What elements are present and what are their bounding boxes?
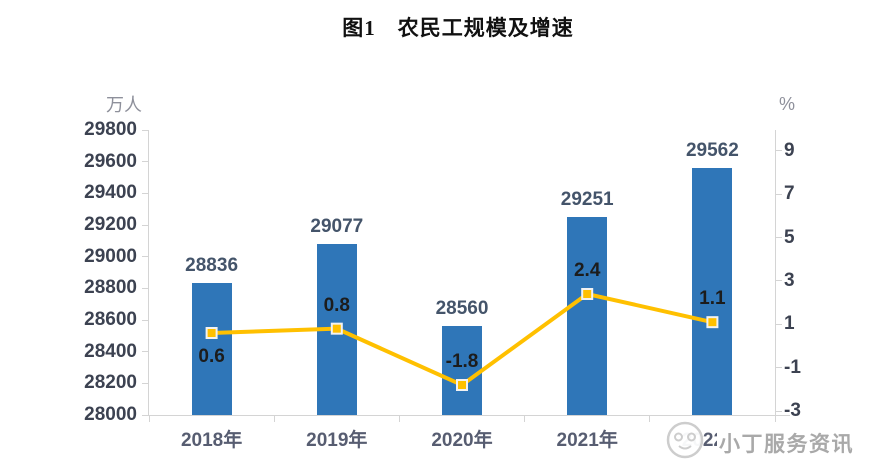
line-value-label: 2.4 — [573, 259, 601, 281]
right-axis-line — [775, 130, 776, 416]
bar-value-label: 28836 — [185, 254, 239, 276]
left-axis-tick-label: 28000 — [84, 404, 137, 425]
right-axis-tick-label: -1 — [784, 356, 801, 378]
left-axis-tick — [142, 224, 149, 226]
right-axis-tick-label: 3 — [784, 269, 795, 291]
x-axis-line — [142, 415, 790, 416]
right-axis-tick — [775, 367, 782, 369]
left-axis-tick-label: 28400 — [84, 340, 137, 362]
x-axis-tick — [774, 415, 776, 422]
right-axis-tick-label: 7 — [784, 183, 795, 205]
right-axis-tick-label: 1 — [784, 313, 795, 335]
right-axis-tick — [775, 280, 782, 282]
x-axis-label: 2018年 — [180, 430, 243, 451]
left-axis-tick — [142, 319, 149, 321]
line-value-label: 1.1 — [699, 288, 726, 310]
bar-value-label: 28560 — [435, 298, 489, 320]
left-axis-tick-label: 28200 — [84, 372, 137, 394]
left-axis-unit-label: 万人 — [106, 95, 142, 115]
x-axis-tick — [649, 415, 651, 422]
bar-2019年 — [316, 244, 357, 415]
watermark-logo-icon — [666, 421, 704, 459]
x-axis-tick — [148, 415, 150, 422]
left-axis-tick-label: 29200 — [84, 214, 137, 235]
chart-title: 图1 农民工规模及增速 — [342, 16, 574, 40]
right-axis-tick — [775, 323, 782, 325]
bar-value-label: 29077 — [310, 216, 364, 238]
left-axis-tick — [142, 414, 149, 416]
right-axis-tick — [775, 193, 782, 195]
watermark-text: 小丁服务资讯 — [717, 426, 856, 462]
left-axis-tick-label: 29000 — [84, 245, 137, 267]
left-axis-line — [148, 130, 149, 416]
bar-value-label: 29251 — [560, 188, 614, 210]
right-axis-tick-label: -3 — [784, 400, 801, 421]
left-axis-tick — [142, 382, 149, 384]
left-axis-tick-label: 28600 — [84, 309, 137, 330]
left-axis-tick — [142, 256, 149, 258]
left-axis-tick-label: 29600 — [84, 150, 137, 172]
right-axis-tick-label: 9 — [784, 139, 795, 161]
x-axis-label: 2021年 — [556, 430, 618, 451]
left-axis-tick — [142, 287, 149, 289]
x-axis-label: 2020年 — [431, 430, 493, 451]
left-axis-tick — [142, 161, 149, 163]
left-axis-tick — [142, 192, 149, 194]
right-axis-tick — [775, 150, 782, 152]
bar-value-label: 29562 — [685, 139, 739, 161]
right-axis-tick — [775, 410, 782, 412]
x-axis-tick — [398, 415, 400, 422]
right-axis-tick-label: 5 — [784, 226, 795, 248]
line-value-label: -1.8 — [445, 350, 479, 372]
left-axis-tick-label: 28800 — [84, 277, 137, 299]
x-axis-tick — [524, 415, 526, 422]
right-axis-tick — [775, 237, 782, 239]
watermark: 小丁服务资讯 — [660, 418, 876, 466]
left-axis-tick — [142, 351, 149, 353]
left-axis-tick — [142, 129, 149, 131]
right-axis-unit-label: % — [779, 94, 796, 114]
left-axis-tick-label: 29800 — [84, 119, 137, 140]
bar-2021年 — [567, 216, 608, 415]
line-value-label: 0.6 — [198, 345, 225, 367]
line-value-label: 0.8 — [323, 294, 350, 316]
x-axis-label: 2019年 — [306, 430, 368, 451]
x-axis-tick — [273, 415, 275, 422]
left-axis-tick-label: 29400 — [84, 182, 137, 204]
